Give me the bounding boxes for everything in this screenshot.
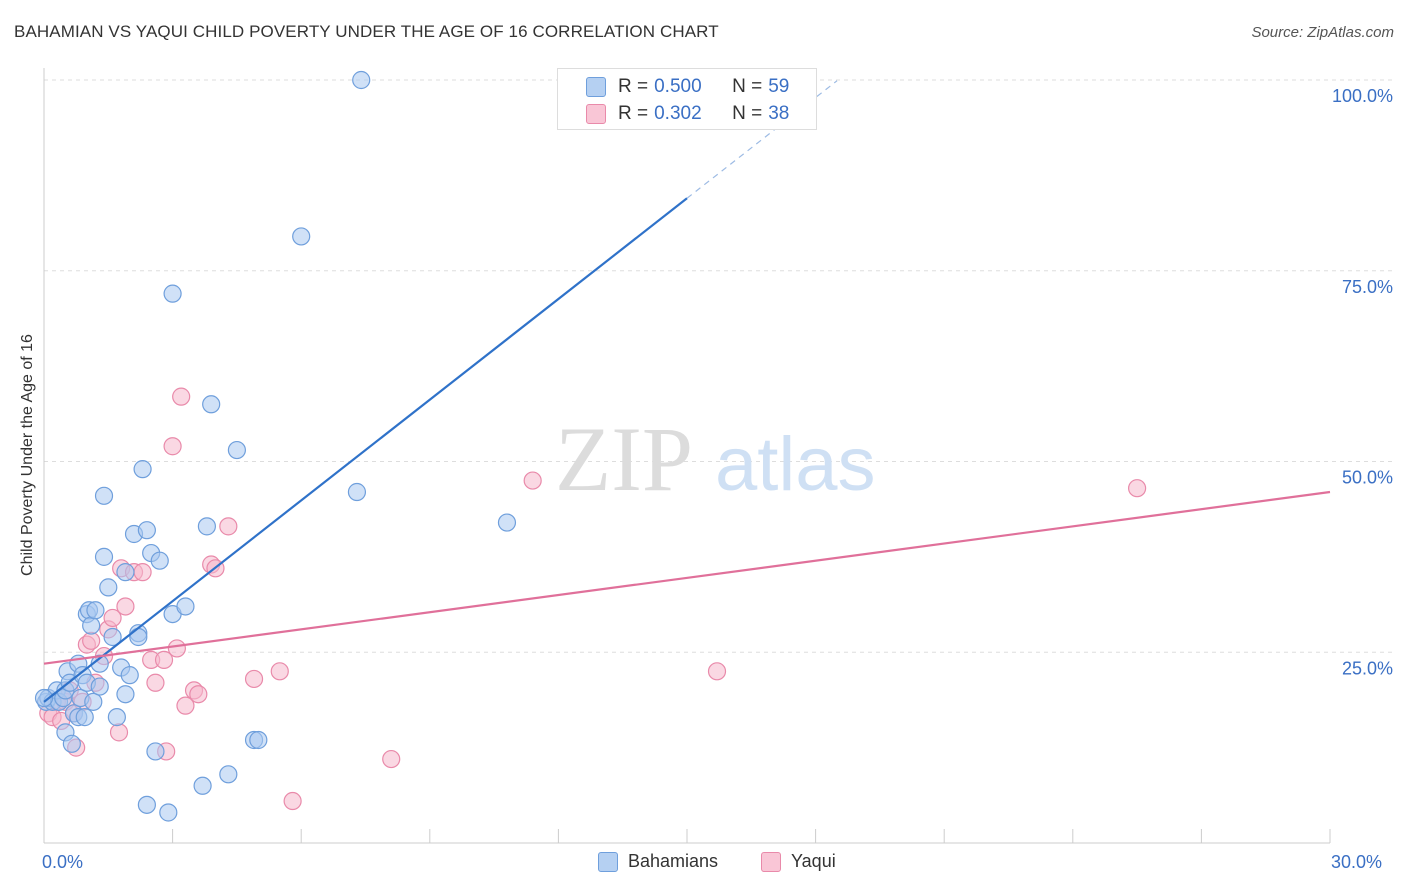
bahamians-point <box>163 284 182 303</box>
bahamians-point <box>133 460 152 479</box>
legend-row-bahamians: R = 0.500 N = 59 <box>586 75 789 99</box>
bahamians-point <box>292 227 311 246</box>
bahamians-point <box>120 666 139 685</box>
legend-r-value: 0.500 <box>654 76 702 97</box>
x-tick-label-min: 0.0% <box>42 852 84 872</box>
bahamians-point <box>99 578 118 597</box>
bahamians-point <box>146 742 165 761</box>
yaqui-point <box>133 563 152 582</box>
series-legend: Bahamians Yaqui <box>0 851 1406 877</box>
bahamians-point <box>227 440 246 460</box>
yaqui-point <box>523 471 542 490</box>
yaqui-point <box>244 669 264 689</box>
yaqui-trend-line <box>43 490 1331 665</box>
legend-n-label: N = <box>732 103 763 124</box>
bahamians-point <box>84 692 103 711</box>
bahamians-point <box>103 627 122 647</box>
bahamians-point <box>202 395 221 414</box>
y-tick-label: 50.0% <box>1342 468 1393 488</box>
bahamians-point <box>347 482 367 502</box>
legend-n-value: 38 <box>768 103 790 124</box>
bahamians-point <box>137 795 156 814</box>
watermark-zip: ZIP <box>555 408 693 510</box>
bahamians-trend-line <box>43 197 688 703</box>
bahamians-point <box>62 734 81 753</box>
correlation-legend: R = 0.500 N = 59 R = 0.302 N = 38 <box>557 68 817 130</box>
bahamians-point <box>75 708 94 727</box>
bahamians-point <box>159 803 178 822</box>
yaqui-point <box>176 696 195 715</box>
chart-source: Source: ZipAtlas.com <box>1251 24 1394 41</box>
legend-swatch-bahamians <box>586 77 606 97</box>
yaqui-point <box>103 608 122 628</box>
yaqui-point <box>219 517 238 536</box>
yaqui-point <box>154 650 174 669</box>
bahamians-point <box>497 513 517 532</box>
yaqui-point <box>167 639 186 658</box>
bahamians-point <box>176 597 195 616</box>
bahamians-point <box>94 547 114 566</box>
bahamians-point <box>90 677 109 696</box>
series-legend-bahamians[interactable]: Bahamians <box>598 851 718 872</box>
bahamians-point <box>249 730 268 750</box>
bahamians-point <box>116 685 135 704</box>
series-swatch-yaqui <box>761 851 781 872</box>
legend-n-value: 59 <box>768 76 790 97</box>
bahamians-point <box>352 70 371 90</box>
series-label-yaqui: Yaqui <box>791 851 836 871</box>
grid-layer <box>43 68 1392 844</box>
yaqui-point <box>172 387 191 406</box>
yaqui-point <box>116 597 135 616</box>
watermark-atlas: atlas <box>715 422 876 507</box>
yaqui-point <box>82 631 101 650</box>
yaqui-point <box>189 685 208 704</box>
bahamians-point <box>150 551 169 570</box>
yaqui-point <box>283 791 302 811</box>
bahamians-point <box>129 627 148 647</box>
bahamians-point <box>193 776 212 795</box>
y-tick-label: 100.0% <box>1332 86 1393 106</box>
bahamians-point <box>116 563 135 582</box>
yaqui-point <box>382 749 401 769</box>
watermark: ZIP atlas <box>555 408 876 510</box>
yaqui-point <box>109 723 129 742</box>
y-tick-labels: 100.0% 75.0% 50.0% 25.0% <box>1332 86 1393 678</box>
yaqui-point <box>270 662 289 681</box>
yaqui-point <box>707 662 727 681</box>
bahamians-point <box>86 601 105 620</box>
legend-row-yaqui: R = 0.302 N = 38 <box>586 102 789 126</box>
bahamians-point <box>137 521 156 540</box>
yaqui-point <box>163 437 182 456</box>
bahamians-point <box>107 708 126 727</box>
yaqui-point <box>1127 479 1147 498</box>
x-tick-label-max: 30.0% <box>1331 852 1383 872</box>
legend-r-label: R = <box>618 76 649 97</box>
bahamians-point <box>94 486 114 505</box>
series-swatch-bahamians <box>598 851 618 872</box>
y-tick-label: 25.0% <box>1342 658 1393 678</box>
y-tick-label: 75.0% <box>1342 277 1393 297</box>
bahamians-point <box>82 616 101 635</box>
bahamians-point <box>219 765 238 784</box>
chart-title: BAHAMIAN VS YAQUI CHILD POVERTY UNDER TH… <box>14 22 719 41</box>
legend-r-label: R = <box>618 103 649 124</box>
legend-r-value: 0.302 <box>654 103 702 124</box>
series-label-bahamians: Bahamians <box>628 851 719 871</box>
legend-n-label: N = <box>732 76 763 97</box>
bahamians-point <box>197 517 216 536</box>
bahamians-point <box>34 688 54 708</box>
yaqui-point <box>146 673 165 692</box>
points-layer <box>34 70 1147 822</box>
trend-layer <box>43 80 1331 703</box>
legend-swatch-yaqui <box>586 104 606 124</box>
series-legend-yaqui[interactable]: Yaqui <box>761 851 836 872</box>
